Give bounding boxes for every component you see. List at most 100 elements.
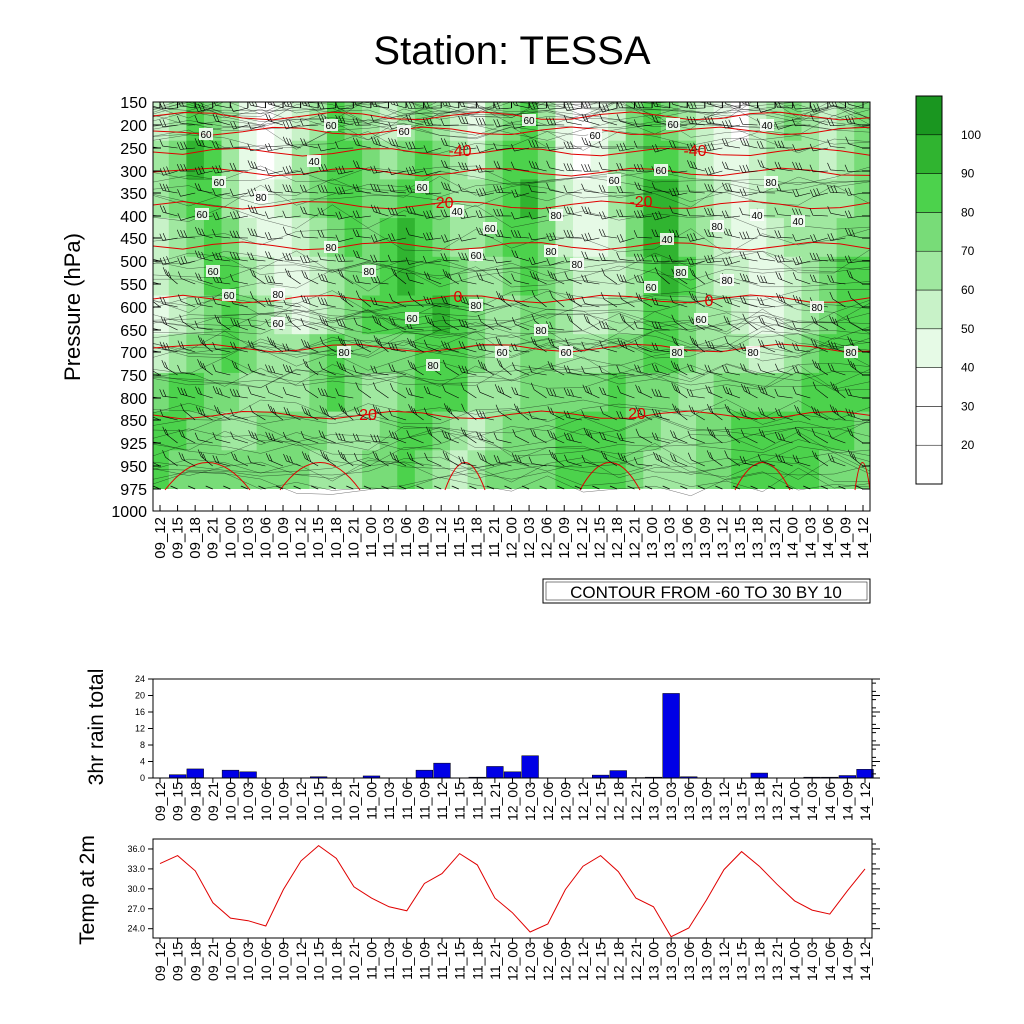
wind-barb bbox=[616, 114, 635, 126]
wind-barb bbox=[493, 160, 512, 172]
rain-bar bbox=[433, 762, 451, 779]
wind-barb bbox=[441, 159, 459, 172]
wind-barb bbox=[616, 432, 635, 444]
rain-x-tick-label: 11_00 bbox=[364, 782, 380, 820]
rh-cell bbox=[485, 334, 504, 374]
wind-barb bbox=[406, 430, 424, 444]
wind-barb bbox=[458, 273, 477, 285]
x-tick-label: 11_18 bbox=[468, 517, 485, 558]
wind-barb bbox=[370, 434, 389, 444]
rain-bar bbox=[239, 771, 257, 779]
rh-contour-line bbox=[153, 442, 870, 468]
wind-barb bbox=[416, 485, 424, 490]
wind-barb bbox=[458, 364, 477, 376]
wind-barb bbox=[194, 115, 213, 126]
rh-contour-line bbox=[153, 131, 870, 154]
temp-x-tick-label: 12_09 bbox=[557, 942, 573, 981]
wind-barb bbox=[635, 406, 653, 421]
wind-barb bbox=[633, 253, 653, 262]
wind-barb bbox=[599, 340, 618, 353]
y-tick-label: 750 bbox=[120, 368, 147, 385]
wind-barb bbox=[810, 113, 828, 126]
wind-barb bbox=[704, 207, 723, 217]
wind-barb bbox=[757, 228, 776, 239]
rh-contour-label: 80 bbox=[844, 346, 858, 359]
wind-barb bbox=[827, 162, 846, 172]
x-tick-label: 14_00 bbox=[785, 517, 802, 559]
wind-barb bbox=[546, 143, 565, 151]
wind-barb bbox=[775, 408, 793, 421]
x-tick-label: 12_06 bbox=[539, 517, 556, 559]
rh-contour-line bbox=[153, 467, 870, 492]
wind-barb bbox=[265, 167, 284, 175]
temp-x-tick-label: 11_06 bbox=[399, 942, 415, 980]
rh-cell bbox=[168, 256, 187, 297]
x-tick-label: 11_09 bbox=[416, 517, 433, 558]
wind-barb bbox=[317, 387, 336, 399]
rh-cell bbox=[590, 256, 609, 297]
wind-barb bbox=[180, 403, 196, 421]
wind-barb bbox=[651, 254, 670, 263]
temp-x-tick-label: 10_06 bbox=[258, 942, 274, 981]
wind-barb bbox=[247, 160, 266, 172]
wind-barb bbox=[811, 405, 829, 421]
wind-barb bbox=[792, 365, 811, 376]
rh-cell bbox=[731, 411, 750, 451]
rh-cell bbox=[854, 256, 870, 297]
wind-barb bbox=[633, 140, 653, 149]
wind-barb bbox=[510, 229, 530, 239]
wind-barb bbox=[398, 485, 407, 490]
rh-cell bbox=[573, 140, 592, 180]
rh-contour-label: 60 bbox=[559, 346, 573, 359]
wind-barb bbox=[820, 485, 828, 490]
rh-cell bbox=[274, 372, 293, 413]
rh-cell bbox=[467, 256, 486, 297]
rh-cell bbox=[379, 256, 398, 297]
wind-barb bbox=[775, 453, 793, 467]
wind-barb bbox=[159, 183, 178, 194]
wind-barb bbox=[633, 209, 653, 219]
wind-barb bbox=[846, 315, 864, 331]
wind-barb bbox=[563, 185, 582, 194]
wind-barb bbox=[757, 363, 776, 376]
wind-barb bbox=[176, 163, 196, 172]
y-tick-label: 500 bbox=[120, 254, 147, 271]
wind-barb bbox=[159, 119, 178, 128]
rh-cell bbox=[573, 295, 592, 335]
temp-x-tick-label: 13_09 bbox=[698, 942, 714, 981]
wind-barb bbox=[504, 485, 512, 490]
rain-y-tick-label: 12 bbox=[135, 724, 145, 734]
rh-cell bbox=[221, 102, 240, 142]
rh-cell bbox=[766, 140, 785, 180]
contour-info-box: CONTOUR FROM -60 TO 30 BY 10 bbox=[542, 578, 871, 604]
wind-barb bbox=[177, 340, 196, 353]
rh-cell bbox=[713, 179, 732, 219]
wind-barb bbox=[757, 297, 776, 308]
rh-contour-label-text: 80 bbox=[571, 260, 583, 271]
colorbar-box bbox=[915, 328, 943, 368]
wind-barb bbox=[598, 141, 618, 149]
rh-cell bbox=[186, 450, 205, 490]
wind-barb bbox=[599, 431, 618, 444]
wind-barb bbox=[247, 143, 266, 152]
wind-barb bbox=[722, 182, 741, 194]
wind-barb bbox=[616, 365, 635, 376]
wind-barb bbox=[566, 291, 582, 308]
temp-y-tick-label: 33.0 bbox=[127, 864, 145, 874]
wind-barb bbox=[511, 143, 530, 152]
wind-barb bbox=[651, 297, 670, 308]
wind-barb bbox=[299, 184, 319, 194]
wind-barb bbox=[844, 164, 864, 173]
wind-barb bbox=[451, 485, 459, 490]
colorbar-label: 100 bbox=[961, 128, 981, 142]
rh-contour-label: 40 bbox=[660, 233, 674, 246]
wind-barb bbox=[563, 229, 582, 239]
wind-barb bbox=[599, 113, 618, 126]
rh-contour-label: 60 bbox=[483, 222, 497, 235]
wind-barb bbox=[320, 450, 336, 467]
wind-barb bbox=[231, 360, 249, 376]
wind-barb bbox=[740, 429, 758, 444]
wind-barb bbox=[706, 450, 723, 467]
rh-cell bbox=[731, 179, 750, 219]
rh-contour-label: 60 bbox=[607, 174, 621, 187]
